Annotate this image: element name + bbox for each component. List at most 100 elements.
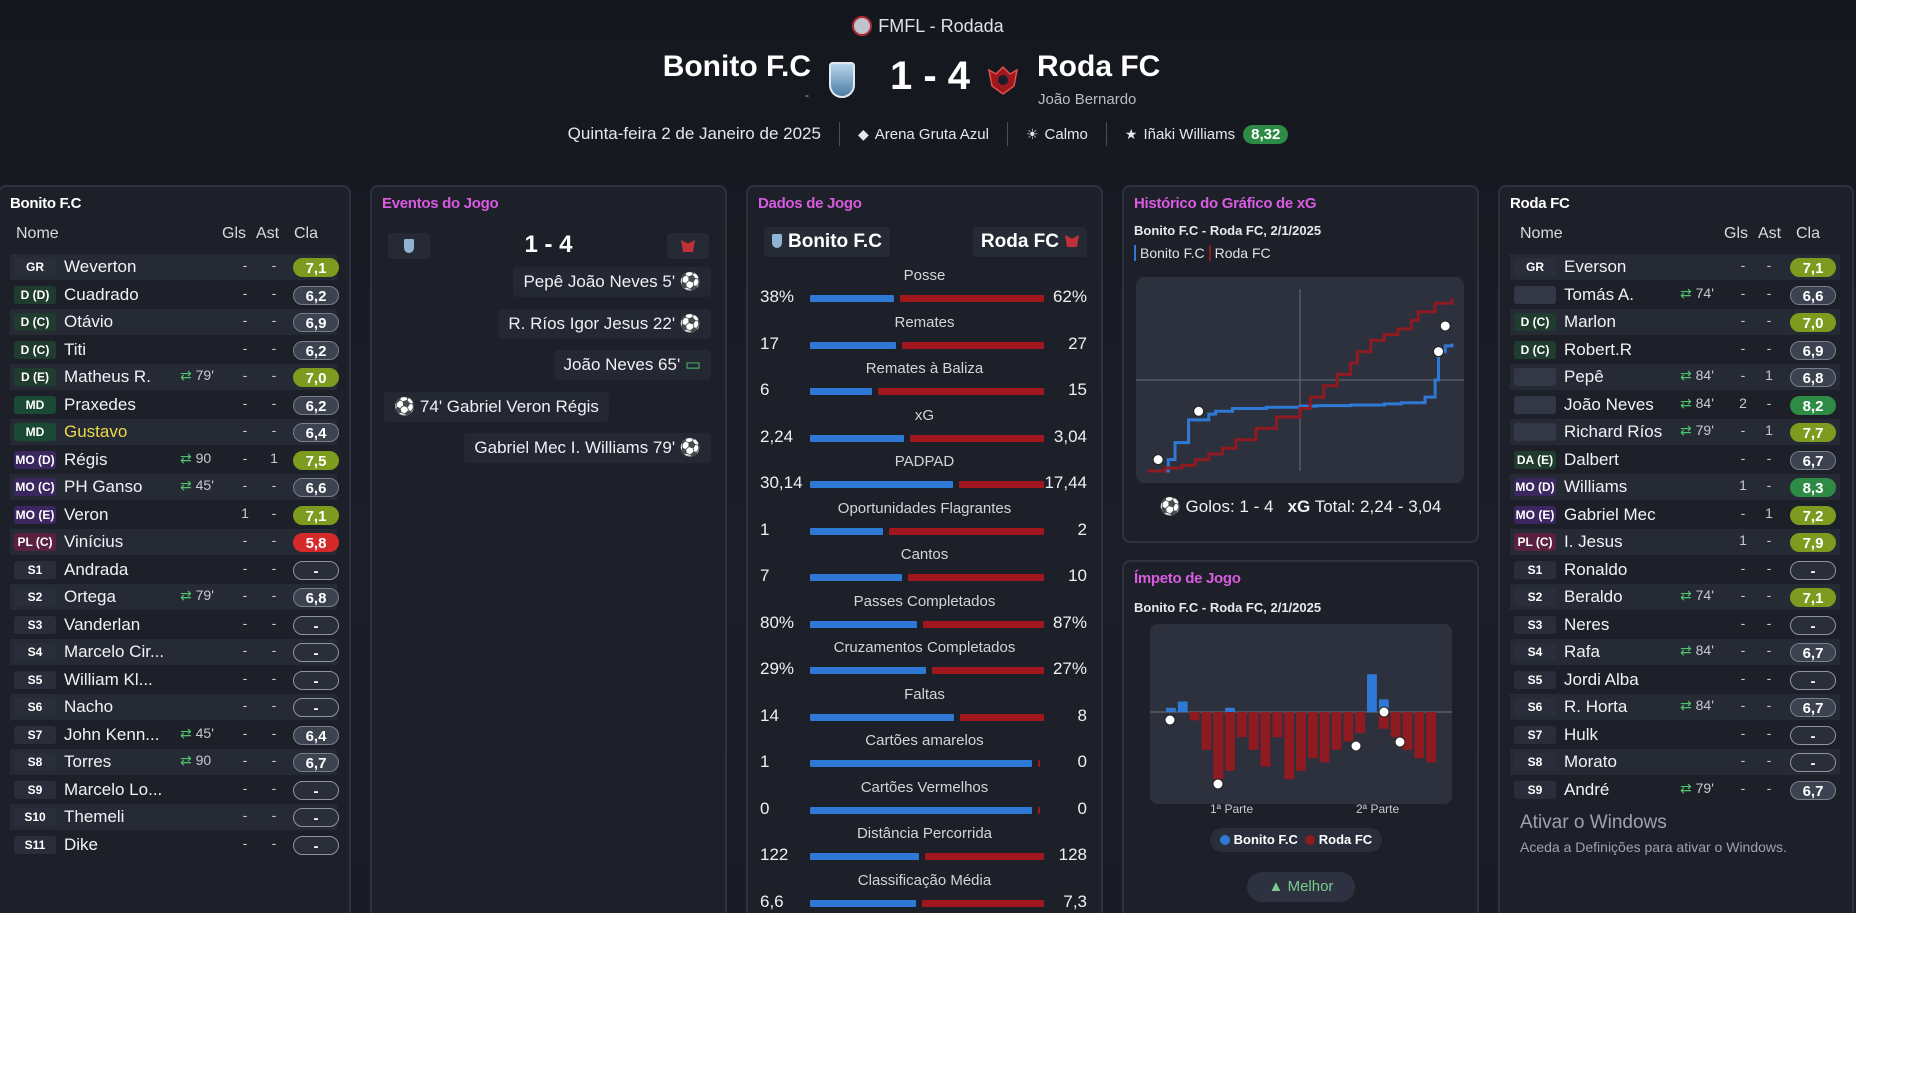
player-name[interactable]: Marlon: [1564, 312, 1616, 331]
player-row[interactable]: Richard Ríos ⇄ 79' - 1 7,7: [1510, 419, 1840, 445]
player-row[interactable]: MO (C) PH Ganso ⇄ 45' - -6,6: [10, 474, 339, 500]
match-event[interactable]: ⚽ 74' Gabriel Veron Régis: [384, 391, 609, 422]
player-row[interactable]: D (C) Robert.R - - 6,9: [1510, 337, 1840, 363]
player-row[interactable]: DA (E) Dalbert - - 6,7: [1510, 447, 1840, 473]
player-row[interactable]: GR Everson - - 7,1: [1510, 254, 1840, 280]
col-goals[interactable]: Gls: [222, 225, 246, 242]
player-name[interactable]: Dalbert: [1564, 449, 1619, 469]
player-name[interactable]: Pepê: [1564, 367, 1604, 386]
player-row[interactable]: S1 Andrada - - -: [10, 557, 339, 583]
player-row[interactable]: S6 Nacho - - -: [10, 694, 339, 720]
stats-away-team[interactable]: Roda FC: [972, 227, 1087, 257]
player-name[interactable]: I. Jesus: [1564, 532, 1623, 551]
match-event[interactable]: João Neves 65' ▭: [553, 350, 711, 380]
player-row[interactable]: GR Weverton - -7,1: [10, 254, 339, 280]
player-row[interactable]: S11 Dike - - -: [10, 832, 339, 858]
player-name[interactable]: Otávio: [64, 312, 114, 331]
player-name[interactable]: PH Ganso: [64, 477, 143, 496]
player-name[interactable]: André: [1564, 779, 1610, 799]
match-event[interactable]: Gabriel Mec I. Williams 79' ⚽: [464, 433, 711, 463]
player-row[interactable]: D (C) Titi - -6,2: [10, 337, 339, 363]
col-rating[interactable]: Cla: [294, 225, 319, 242]
player-name[interactable]: Rafa: [1564, 642, 1600, 661]
player-row[interactable]: S9 André ⇄ 79' - - 6,7: [1510, 777, 1840, 803]
player-name[interactable]: Williams: [1564, 477, 1628, 496]
player-row[interactable]: Tomás A. ⇄ 74' - - 6,6: [1510, 282, 1840, 308]
col-assists[interactable]: Ast: [256, 225, 280, 242]
player-name[interactable]: Weverton: [64, 257, 137, 276]
col-name[interactable]: Nome: [1520, 225, 1563, 242]
player-row[interactable]: MO (D) Williams 1 - 8,3: [1510, 474, 1840, 500]
xg-chart-area[interactable]: [1136, 277, 1464, 483]
col-name[interactable]: Nome: [16, 225, 59, 242]
stats-home-team[interactable]: Bonito F.C: [764, 227, 890, 257]
player-row[interactable]: MO (D) Régis ⇄ 90 - 1 7,5: [10, 447, 339, 473]
player-name[interactable]: Ronaldo: [1564, 559, 1628, 579]
player-name[interactable]: Themeli: [64, 807, 125, 826]
player-row[interactable]: S9 Marcelo Lo... - - -: [10, 777, 339, 803]
player-name[interactable]: Vinícius: [64, 532, 124, 551]
competition-title[interactable]: FMFL - Rodada: [0, 16, 1856, 37]
player-name[interactable]: Nacho: [64, 697, 114, 716]
player-row[interactable]: S8 Morato - - -: [1510, 749, 1840, 775]
player-row[interactable]: S5 Jordi Alba - - -: [1510, 667, 1840, 693]
player-row[interactable]: S7 Hulk - - -: [1510, 722, 1840, 748]
player-row[interactable]: S4 Rafa ⇄ 84' - - 6,7: [1510, 639, 1840, 665]
player-row[interactable]: Pepê ⇄ 84' - 1 6,8: [1510, 364, 1840, 390]
player-name[interactable]: Torres: [64, 752, 112, 771]
player-name[interactable]: Andrada: [64, 559, 129, 579]
away-manager[interactable]: João Bernardo: [1038, 91, 1137, 108]
player-name[interactable]: Gabriel Mec: [1564, 504, 1656, 524]
player-row[interactable]: S3 Vanderlan - - -: [10, 612, 339, 638]
player-name[interactable]: Beraldo: [1564, 587, 1623, 606]
player-row[interactable]: D (C) Marlon - - 7,0: [1510, 309, 1840, 335]
player-name[interactable]: Jordi Alba: [1564, 669, 1639, 689]
player-name[interactable]: Everson: [1564, 257, 1627, 276]
away-crest-icon[interactable]: [986, 64, 1020, 96]
player-row[interactable]: MD Praxedes - -6,2: [10, 392, 339, 418]
best-button[interactable]: ▲ Melhor: [1247, 872, 1355, 902]
player-row[interactable]: S4 Marcelo Cir... - - -: [10, 639, 339, 665]
player-row[interactable]: D (E) Matheus R. ⇄ 79' - -7,0: [10, 364, 339, 390]
player-name[interactable]: R. Horta: [1564, 697, 1628, 716]
player-row[interactable]: S2 Beraldo ⇄ 74' - - 7,1: [1510, 584, 1840, 610]
player-name[interactable]: Vanderlan: [64, 614, 141, 634]
col-rating[interactable]: Cla: [1796, 225, 1821, 242]
home-crest-icon[interactable]: [829, 62, 855, 98]
player-row[interactable]: S1 Ronaldo - - -: [1510, 557, 1840, 583]
player-row[interactable]: MO (E) Gabriel Mec - 1 7,2: [1510, 502, 1840, 528]
momentum-chart-area[interactable]: [1150, 624, 1452, 804]
player-row[interactable]: D (D) Cuadrado - -6,2: [10, 282, 339, 308]
col-goals[interactable]: Gls: [1724, 225, 1748, 242]
player-row[interactable]: S10 Themeli - - -: [10, 804, 339, 830]
player-name[interactable]: Dike: [64, 834, 99, 854]
player-name[interactable]: Cuadrado: [64, 284, 139, 304]
player-name[interactable]: Marcelo Lo...: [64, 779, 163, 799]
player-name[interactable]: João Neves: [1564, 394, 1654, 414]
player-row[interactable]: João Neves ⇄ 84' 2 - 8,2: [1510, 392, 1840, 418]
player-name[interactable]: Tomás A.: [1564, 284, 1634, 304]
player-row[interactable]: D (C) Otávio - -6,9: [10, 309, 339, 335]
player-name[interactable]: Hulk: [1564, 724, 1599, 744]
match-event[interactable]: Pepê João Neves 5' ⚽: [513, 267, 711, 297]
player-name[interactable]: Richard Ríos: [1564, 422, 1663, 441]
player-name[interactable]: Matheus R.: [64, 367, 151, 386]
player-row[interactable]: S7 John Kenn... ⇄ 45' - -6,4: [10, 722, 339, 748]
player-name[interactable]: Gustavo: [64, 422, 128, 441]
player-name[interactable]: William Kl...: [64, 669, 153, 689]
player-row[interactable]: PL (C) Vinícius - -5,8: [10, 529, 339, 555]
player-name[interactable]: Morato: [1564, 752, 1617, 771]
col-assists[interactable]: Ast: [1758, 225, 1782, 242]
player-row[interactable]: PL (C) I. Jesus 1 - 7,9: [1510, 529, 1840, 555]
player-name[interactable]: John Kenn...: [64, 724, 160, 744]
man-of-the-match[interactable]: Iñaki Williams: [1143, 125, 1236, 143]
player-name[interactable]: Veron: [64, 504, 109, 524]
player-name[interactable]: Neres: [1564, 614, 1610, 634]
player-row[interactable]: S3 Neres - - -: [1510, 612, 1840, 638]
player-name[interactable]: Praxedes: [64, 394, 136, 414]
stadium-name[interactable]: Arena Gruta Azul: [874, 125, 989, 143]
player-row[interactable]: S6 R. Horta ⇄ 84' - - 6,7: [1510, 694, 1840, 720]
player-name[interactable]: Titi: [64, 339, 87, 359]
player-name[interactable]: Ortega: [64, 587, 116, 606]
match-event[interactable]: R. Ríos Igor Jesus 22' ⚽: [498, 308, 711, 339]
